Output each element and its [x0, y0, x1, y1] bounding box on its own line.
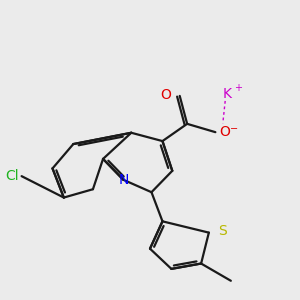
Text: −: − [230, 124, 238, 134]
Text: O: O [160, 88, 171, 102]
Text: N: N [119, 173, 129, 187]
Text: +: + [234, 83, 242, 93]
Text: O: O [219, 125, 230, 139]
Text: Cl: Cl [6, 169, 19, 183]
Text: S: S [218, 224, 226, 238]
Text: K: K [222, 86, 231, 100]
